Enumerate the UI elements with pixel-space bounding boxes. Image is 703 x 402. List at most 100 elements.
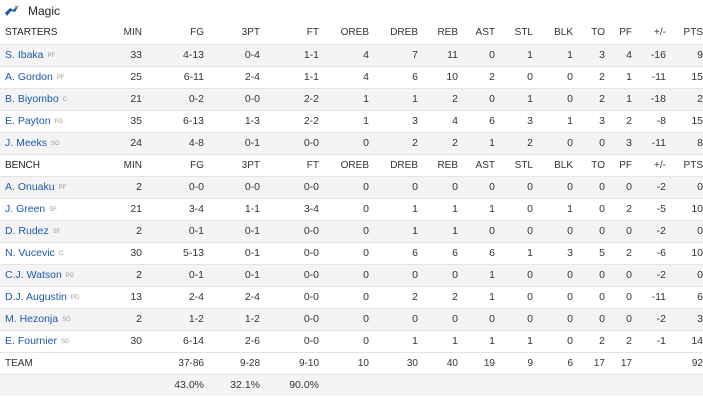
team-totals-label: TEAM: [0, 351, 105, 374]
player-cell: J. Meeks SG: [0, 131, 105, 154]
column-header-ast[interactable]: AST: [475, 27, 495, 39]
stat-pf: 1: [605, 87, 632, 110]
column-header-oreb[interactable]: OREB: [319, 153, 369, 176]
player-name-link[interactable]: D. Rudez: [5, 225, 49, 237]
stat-pts: 2: [666, 87, 703, 110]
stat-fg: 2-4: [142, 285, 204, 308]
column-header-to[interactable]: TO: [573, 153, 605, 176]
stat-pf: 2: [605, 241, 632, 264]
player-name-link[interactable]: A. Gordon: [5, 71, 53, 83]
stat-3pt: 0-1: [204, 263, 260, 286]
pct-min-spacer: [105, 373, 142, 396]
player-name-link[interactable]: B. Biyombo: [5, 93, 59, 105]
stat-to: 3: [573, 43, 605, 66]
column-header-pf[interactable]: PF: [619, 27, 632, 39]
player-name-link[interactable]: M. Hezonja: [5, 313, 59, 325]
column-header-min[interactable]: MIN: [123, 27, 142, 39]
stat-blk: 0: [533, 175, 573, 198]
column-header-reb[interactable]: REB: [418, 153, 458, 176]
column-header-3pt[interactable]: 3PT: [204, 153, 260, 176]
pct-empty: [573, 373, 605, 396]
stat-pts: 8: [666, 131, 703, 154]
stat-ft: 0-0: [260, 131, 319, 154]
column-header-to[interactable]: TO: [591, 27, 605, 39]
stat-ft: 0-0: [260, 263, 319, 286]
stat-oreb: 0: [319, 263, 369, 286]
stat-dreb: 1: [369, 329, 418, 352]
column-header-fg[interactable]: FG: [142, 153, 204, 176]
column-header-dreb[interactable]: DREB: [390, 27, 418, 39]
column-header-fg[interactable]: FG: [190, 27, 204, 39]
column-header-blk[interactable]: BLK: [533, 153, 573, 176]
column-header-pf[interactable]: PF: [605, 153, 632, 176]
stat-dreb: 0: [369, 263, 418, 286]
player-name-link[interactable]: E. Fournier: [5, 335, 57, 347]
player-position: PF: [58, 185, 67, 191]
stat-pf: 0: [605, 219, 632, 242]
column-header-oreb[interactable]: OREB: [340, 27, 369, 39]
stat-blk: 0: [533, 329, 573, 352]
column-header-ft[interactable]: FT: [306, 27, 319, 39]
stat-fg: 4-13: [142, 43, 204, 66]
stat-pf: 1: [605, 65, 632, 88]
stat-pts: 10: [666, 197, 703, 220]
stat-pts: 6: [666, 285, 703, 308]
player-position: PF: [56, 75, 65, 81]
stat-oreb: 4: [319, 43, 369, 66]
pct-empty: [605, 373, 632, 396]
player-cell: J. Green SF: [0, 197, 105, 220]
stat-ft: 1-1: [260, 43, 319, 66]
stat-blk: 0: [533, 263, 573, 286]
stat-fg: 1-2: [142, 307, 204, 330]
stat-blk: 1: [533, 109, 573, 132]
column-header-min[interactable]: MIN: [105, 153, 142, 176]
stat-stl: 1: [495, 329, 533, 352]
stat-ast: 1: [458, 131, 495, 154]
player-row: J. Meeks SG 24 4-8 0-1 0-0 0 2 2 1 2 0 0 3 -11 8: [0, 131, 703, 154]
stat-plus-minus: -5: [632, 197, 666, 220]
stat-3pt: 1-2: [204, 307, 260, 330]
column-header-stl[interactable]: STL: [495, 153, 533, 176]
stat-ast: 0: [458, 43, 495, 66]
column-header-ast[interactable]: AST: [458, 153, 495, 176]
column-header-pts[interactable]: PTS: [683, 27, 703, 39]
column-header-blk[interactable]: BLK: [554, 27, 573, 39]
stat-dreb: 6: [369, 241, 418, 264]
stat-fg: 6-14: [142, 329, 204, 352]
total-plus-minus: [632, 351, 666, 374]
column-header-pts[interactable]: PTS: [666, 153, 703, 176]
player-name-link[interactable]: D.J. Augustin: [5, 291, 67, 303]
player-cell: A. Gordon PF: [0, 65, 105, 88]
player-name-link[interactable]: N. Vucevic: [5, 247, 55, 259]
player-name-link[interactable]: J. Green: [5, 203, 46, 215]
player-name-link[interactable]: A. Onuaku: [5, 181, 55, 193]
player-name-link[interactable]: J. Meeks: [5, 137, 48, 149]
column-header-reb[interactable]: REB: [437, 27, 458, 39]
column-header-ft[interactable]: FT: [260, 153, 319, 176]
column-header-stl[interactable]: STL: [514, 27, 533, 39]
stat-3pt: 1-3: [204, 109, 260, 132]
stat-to: 0: [573, 131, 605, 154]
starters-section-label: STARTERS: [5, 27, 58, 39]
stat-dreb: 1: [369, 197, 418, 220]
player-name-link[interactable]: C.J. Watson: [5, 269, 62, 281]
stat-to: 0: [573, 219, 605, 242]
stat-min: 2: [105, 307, 142, 330]
player-position: PG: [54, 119, 64, 125]
stat-min: 2: [105, 263, 142, 286]
stat-min: 30: [105, 241, 142, 264]
player-cell: N. Vucevic C: [0, 241, 105, 264]
column-header-plus-minus[interactable]: +/-: [654, 27, 666, 39]
stat-fg: 4-8: [142, 131, 204, 154]
stat-ft: 0-0: [260, 329, 319, 352]
total-stl: 9: [495, 351, 533, 374]
player-name-link[interactable]: S. Ibaka: [5, 49, 44, 61]
player-position: SF: [49, 207, 57, 213]
column-header-3pt[interactable]: 3PT: [241, 27, 260, 39]
column-header-plus-minus[interactable]: +/-: [632, 153, 666, 176]
column-header-dreb[interactable]: DREB: [369, 153, 418, 176]
stat-3pt: 0-1: [204, 241, 260, 264]
player-name-link[interactable]: E. Payton: [5, 115, 51, 127]
stat-oreb: 4: [319, 65, 369, 88]
stat-reb: 2: [418, 131, 458, 154]
